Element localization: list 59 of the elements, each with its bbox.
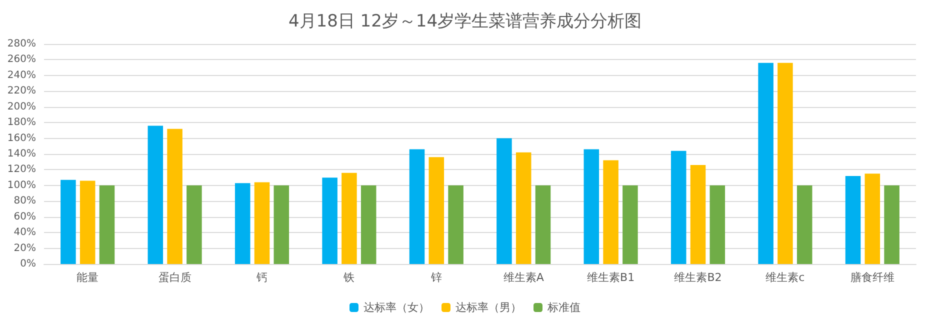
x-tick-label: 钙	[256, 271, 268, 284]
bar	[778, 62, 793, 264]
bar	[448, 185, 464, 264]
bar	[60, 180, 76, 264]
bar	[603, 160, 618, 264]
x-tick-label: 蛋白质	[158, 271, 192, 284]
x-tick-label: 维生素A	[503, 271, 544, 284]
bar	[690, 165, 706, 264]
bar	[710, 185, 726, 264]
y-tick-label: 0%	[20, 258, 36, 270]
bar	[496, 138, 512, 264]
bar	[254, 182, 270, 264]
bar	[274, 185, 290, 264]
legend-label: 达标率（男）	[456, 301, 522, 314]
y-tick-label: 180%	[7, 117, 36, 128]
bar	[845, 176, 861, 264]
y-tick-label: 80%	[14, 196, 36, 207]
x-tick-label: 锌	[430, 271, 442, 284]
chart-title: 4月18日 12岁～14岁学生菜谱营养成分分析图	[288, 12, 642, 32]
x-tick-label: 膳食纤维	[850, 271, 894, 284]
bar	[884, 185, 900, 264]
bar	[360, 185, 376, 264]
x-tick-label: 铁	[342, 271, 355, 284]
bar	[234, 183, 250, 264]
x-tick-label: 维生素c	[766, 271, 805, 284]
x-tick-label: 维生素B2	[674, 271, 722, 284]
legend-label: 标准值	[546, 301, 580, 314]
bar	[186, 185, 202, 264]
bar	[80, 180, 96, 264]
bar	[409, 149, 425, 264]
bar	[428, 157, 444, 264]
y-tick-label: 280%	[7, 38, 36, 50]
bar	[516, 152, 532, 264]
y-tick-label: 20%	[14, 242, 36, 254]
bar	[322, 178, 338, 264]
bar	[342, 172, 357, 264]
bar	[758, 62, 774, 264]
bar	[535, 185, 551, 264]
bar	[148, 126, 164, 264]
bar	[670, 150, 686, 264]
y-tick-label: 220%	[7, 86, 36, 97]
x-tick-label: 能量	[76, 271, 99, 284]
bar	[167, 128, 182, 264]
y-tick-label: 60%	[14, 211, 36, 222]
legend-label: 达标率（女）	[364, 301, 430, 314]
y-tick-label: 120%	[7, 164, 36, 176]
x-tick-label: 维生素B1	[587, 271, 635, 284]
y-tick-label: 140%	[7, 148, 36, 160]
y-tick-label: 200%	[7, 101, 36, 112]
y-tick-label: 240%	[7, 70, 36, 81]
bar	[99, 185, 115, 264]
y-tick-label: 260%	[7, 54, 36, 66]
y-tick-label: 160%	[7, 132, 36, 144]
bar	[796, 185, 812, 264]
y-tick-label: 100%	[7, 180, 36, 191]
bar	[584, 149, 600, 264]
bar	[622, 185, 638, 264]
y-tick-label: 40%	[14, 227, 36, 238]
bar	[864, 174, 880, 264]
